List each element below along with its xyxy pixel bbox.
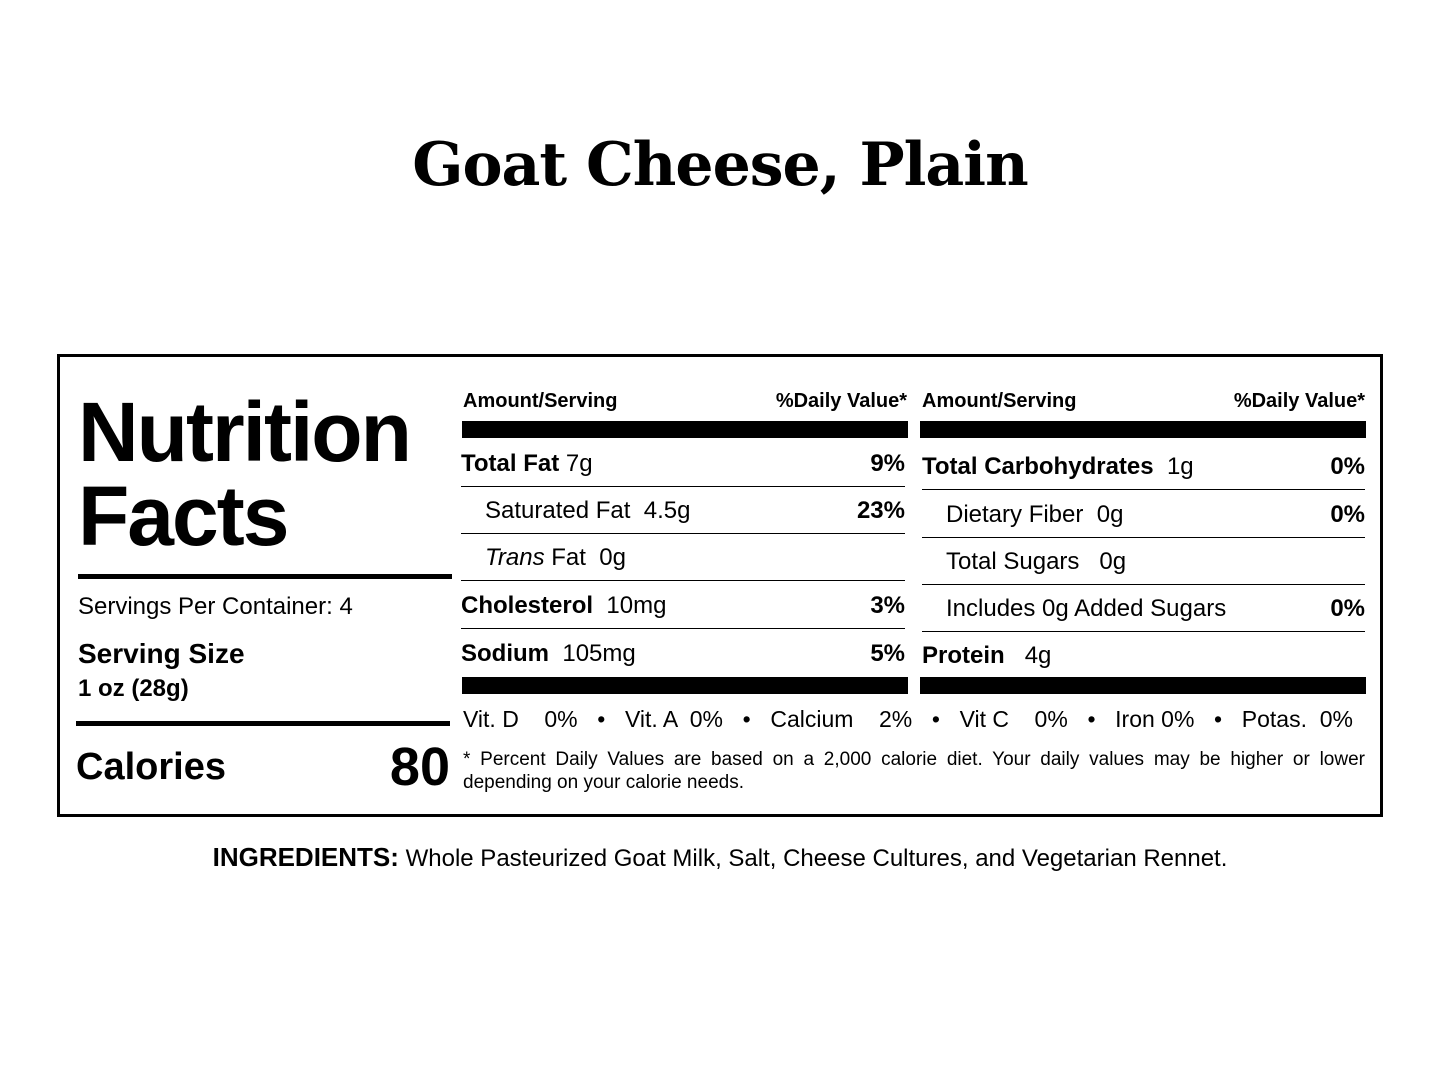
divider	[76, 721, 450, 726]
nutrient-row-cholesterol: Cholesterol 10mg 3%	[461, 583, 905, 629]
thick-bar	[920, 677, 1366, 694]
servings-per-container: Servings Per Container: 4	[78, 593, 353, 620]
thick-bar	[462, 421, 908, 438]
nutrient-row-total-carbohydrates: Total Carbohydrates 1g 0%	[922, 444, 1365, 490]
nutrient-row-saturated-fat: Saturated Fat 4.5g 23%	[461, 488, 905, 534]
nutrient-amount: 1g	[1166, 452, 1194, 480]
column-header-amount: Amount/Serving	[463, 390, 618, 412]
vitamin-c: Vit C 0%	[959, 706, 1068, 732]
nutrient-label: Total Carbohydrates	[922, 452, 1154, 480]
nutrient-amount: 4g	[1024, 642, 1052, 669]
daily-value-footnote: * Percent Daily Values are based on a 2,…	[463, 749, 1365, 793]
nutrient-label: Total Sugars	[946, 547, 1080, 575]
nutrient-dv: 23%	[856, 496, 905, 524]
calcium: Calcium 2%	[770, 706, 913, 732]
nutrient-row-protein: Protein 4g	[922, 633, 1365, 679]
bullet-separator: •	[1214, 706, 1223, 732]
nutrient-label: Total Fat	[461, 449, 560, 477]
nutrient-label: Dietary Fiber	[946, 500, 1084, 528]
serving-size-value: 1 oz (28g)	[78, 675, 189, 702]
calories-value: 80	[389, 737, 450, 797]
bullet-separator: •	[1087, 706, 1096, 732]
nutrient-label: Fat	[551, 543, 586, 571]
serving-size-label: Serving Size	[78, 638, 245, 669]
nutrient-row-total-fat: Total Fat 7g 9%	[461, 441, 905, 487]
nutrient-amount: 0g	[1096, 500, 1124, 528]
nutrient-label-italic: Trans	[485, 543, 545, 571]
panel-heading-nutrition: Nutrition	[78, 385, 412, 479]
nutrient-amount: 7g	[565, 449, 593, 477]
nutrient-row-added-sugars: Includes 0g Added Sugars 0%	[922, 586, 1365, 632]
calories-label: Calories	[76, 746, 226, 788]
ingredients: INGREDIENTS: Whole Pasteurized Goat Milk…	[0, 842, 1440, 873]
column-header-daily-value: %Daily Value*	[775, 390, 907, 412]
ingredients-label: INGREDIENTS:	[212, 842, 399, 872]
thick-bar	[462, 677, 908, 694]
nutrient-row-sodium: Sodium 105mg 5%	[461, 631, 905, 677]
nutrient-dv: 5%	[870, 640, 905, 667]
iron: Iron 0%	[1115, 706, 1195, 732]
product-title: Goat Cheese, Plain	[412, 130, 1028, 200]
nutrient-label: Saturated Fat	[485, 496, 631, 524]
vitamin-a: Vit. A 0%	[624, 706, 723, 732]
nutrient-label: Includes 0g Added Sugars	[946, 594, 1227, 622]
column-header-amount: Amount/Serving	[922, 390, 1077, 412]
nutrient-row-dietary-fiber: Dietary Fiber 0g 0%	[922, 492, 1365, 538]
ingredients-text: Whole Pasteurized Goat Milk, Salt, Chees…	[405, 845, 1228, 872]
bullet-separator: •	[742, 706, 751, 732]
nutrient-dv: 0%	[1330, 500, 1365, 528]
bullet-separator: •	[597, 706, 606, 732]
nutrient-dv: 0%	[1330, 452, 1365, 480]
nutrient-dv: 9%	[870, 449, 905, 477]
vitamins-minerals-line: Vit. D 0% • Vit. A 0% • Calcium 2% • Vit…	[463, 706, 1353, 733]
nutrient-label: Sodium	[461, 640, 549, 667]
nutrition-facts-panel	[57, 354, 1383, 817]
nutrient-row-trans-fat: Trans Fat 0g	[461, 535, 905, 581]
nutrient-amount: 105mg	[562, 640, 636, 667]
nutrient-row-total-sugars: Total Sugars 0g	[922, 539, 1365, 585]
thick-bar	[920, 421, 1366, 438]
nutrient-label: Protein	[922, 642, 1005, 669]
nutrient-label: Cholesterol	[461, 591, 594, 619]
nutrient-dv: 0%	[1330, 594, 1365, 622]
nutrient-amount: 0g	[599, 543, 626, 571]
divider	[78, 574, 452, 579]
nutrient-dv: 3%	[870, 591, 905, 619]
vitamin-d: Vit. D 0%	[463, 706, 578, 732]
nutrient-amount: 0g	[1099, 547, 1127, 575]
panel-heading-facts: Facts	[78, 469, 289, 563]
bullet-separator: •	[931, 706, 940, 732]
column-header-daily-value: %Daily Value*	[1233, 390, 1365, 412]
potassium: Potas. 0%	[1241, 706, 1353, 732]
nutrient-amount: 4.5g	[643, 496, 691, 524]
nutrient-amount: 10mg	[606, 591, 667, 619]
